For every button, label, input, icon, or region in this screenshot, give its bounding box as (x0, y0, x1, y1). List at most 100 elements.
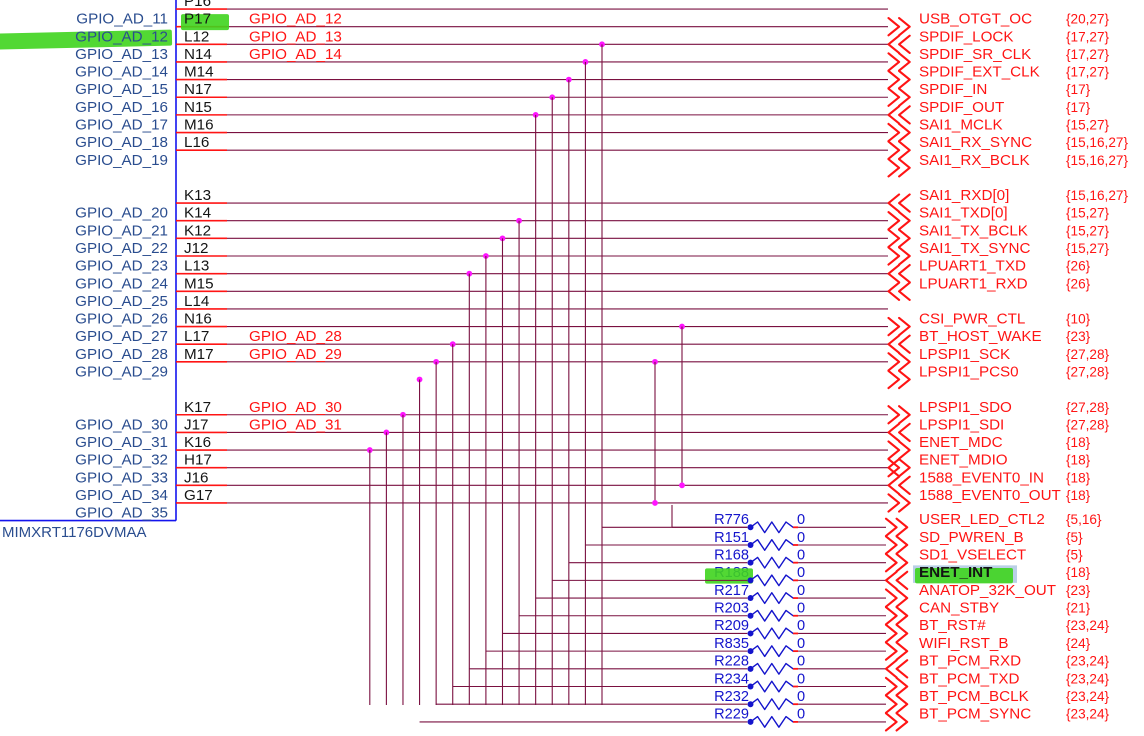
svg-text:USER_LED_CTL2: USER_LED_CTL2 (919, 511, 1045, 528)
svg-text:G17: G17 (184, 487, 213, 504)
svg-text:{15,16,27}: {15,16,27} (1066, 135, 1128, 150)
svg-text:GPIO_AD_28: GPIO_AD_28 (75, 346, 168, 363)
svg-text:R232: R232 (714, 689, 749, 705)
svg-text:J16: J16 (184, 469, 209, 486)
svg-text:M16: M16 (184, 117, 214, 134)
svg-text:R209: R209 (714, 618, 749, 634)
svg-text:GPIO_AD_25: GPIO_AD_25 (75, 293, 168, 310)
svg-text:0: 0 (797, 512, 805, 528)
svg-text:SAI1_RX_BCLK: SAI1_RX_BCLK (919, 152, 1030, 169)
svg-text:0: 0 (797, 707, 805, 723)
svg-text:R229: R229 (714, 707, 749, 723)
svg-text:BT_HOST_WAKE: BT_HOST_WAKE (919, 328, 1042, 345)
svg-text:{5}: {5} (1066, 530, 1083, 545)
svg-text:0: 0 (797, 671, 805, 687)
svg-text:{5,16}: {5,16} (1066, 512, 1102, 527)
svg-text:BT_RST#: BT_RST# (919, 617, 986, 634)
svg-text:{20,27}: {20,27} (1066, 12, 1110, 27)
svg-text:GPIO_AD_31: GPIO_AD_31 (75, 434, 168, 451)
svg-text:{15,27}: {15,27} (1066, 241, 1110, 256)
svg-text:GPIO_AD_34: GPIO_AD_34 (75, 487, 168, 504)
svg-text:{18}: {18} (1066, 453, 1091, 468)
svg-text:GPIO_AD_18: GPIO_AD_18 (75, 134, 168, 151)
svg-text:CAN_STBY: CAN_STBY (919, 600, 999, 617)
svg-text:0: 0 (797, 547, 805, 563)
svg-text:0: 0 (797, 636, 805, 652)
svg-text:BT_PCM_RXD: BT_PCM_RXD (919, 653, 1021, 670)
svg-text:N15: N15 (184, 99, 212, 116)
svg-text:GPIO_AD_31: GPIO_AD_31 (249, 416, 342, 433)
svg-text:{23,24}: {23,24} (1066, 689, 1110, 704)
svg-text:SPDIF_IN: SPDIF_IN (919, 81, 987, 98)
svg-text:GPIO_AD_15: GPIO_AD_15 (75, 81, 168, 98)
svg-text:K16: K16 (184, 434, 211, 451)
svg-text:LPSPI1_SCK: LPSPI1_SCK (919, 346, 1010, 363)
svg-text:K13: K13 (184, 187, 211, 204)
svg-text:USB_OTGT_OC: USB_OTGT_OC (919, 11, 1032, 28)
svg-text:M15: M15 (184, 275, 214, 292)
svg-text:GPIO_AD_23: GPIO_AD_23 (75, 258, 168, 275)
svg-text:M14: M14 (184, 64, 214, 81)
svg-text:SPDIF_SR_CLK: SPDIF_SR_CLK (919, 46, 1031, 63)
svg-text:BT_PCM_BCLK: BT_PCM_BCLK (919, 688, 1029, 705)
svg-text:R835: R835 (714, 636, 749, 652)
svg-text:ENET_MDIO: ENET_MDIO (919, 452, 1008, 469)
svg-text:{18}: {18} (1066, 470, 1091, 485)
svg-text:{17,27}: {17,27} (1066, 65, 1110, 80)
svg-text:J17: J17 (184, 416, 209, 433)
svg-text:N16: N16 (184, 311, 212, 328)
svg-text:{15,16,27}: {15,16,27} (1066, 153, 1128, 168)
svg-text:R228: R228 (714, 654, 749, 670)
svg-text:GPIO_AD_20: GPIO_AD_20 (75, 205, 168, 222)
svg-text:{26}: {26} (1066, 276, 1091, 291)
svg-text:GPIO_AD_30: GPIO_AD_30 (75, 416, 168, 433)
svg-text:{23}: {23} (1066, 583, 1091, 598)
svg-text:LPUART1_TXD: LPUART1_TXD (919, 258, 1026, 275)
svg-text:1588_EVENT0_IN: 1588_EVENT0_IN (919, 469, 1044, 486)
svg-text:L13: L13 (184, 258, 209, 275)
svg-text:J12: J12 (184, 240, 209, 257)
svg-text:LPSPI1_SDO: LPSPI1_SDO (919, 399, 1012, 416)
svg-text:GPIO_AD_33: GPIO_AD_33 (75, 469, 168, 486)
svg-text:L16: L16 (184, 134, 209, 151)
svg-text:SAI1_TX_SYNC: SAI1_TX_SYNC (919, 240, 1030, 257)
svg-text:{23,24}: {23,24} (1066, 654, 1110, 669)
svg-text:H17: H17 (184, 452, 212, 469)
svg-text:SAI1_RXD[0]: SAI1_RXD[0] (919, 187, 1009, 204)
svg-text:0: 0 (797, 654, 805, 670)
svg-text:R217: R217 (714, 583, 749, 599)
svg-text:GPIO_AD_29: GPIO_AD_29 (75, 363, 168, 380)
svg-text:R151: R151 (714, 530, 749, 546)
svg-text:{23,24}: {23,24} (1066, 707, 1110, 722)
svg-text:GPIO_AD_29: GPIO_AD_29 (249, 346, 342, 363)
svg-text:0: 0 (797, 583, 805, 599)
svg-text:L12: L12 (184, 28, 209, 45)
svg-text:0: 0 (797, 689, 805, 705)
svg-text:MIMXRT1176DVMAA: MIMXRT1176DVMAA (2, 524, 147, 541)
svg-text:K17: K17 (184, 399, 211, 416)
svg-text:{24}: {24} (1066, 636, 1091, 651)
svg-text:N14: N14 (184, 46, 212, 63)
svg-text:GPIO_AD_26: GPIO_AD_26 (75, 311, 168, 328)
svg-text:L17: L17 (184, 328, 209, 345)
svg-text:{27,28}: {27,28} (1066, 347, 1110, 362)
svg-text:0: 0 (797, 530, 805, 546)
svg-text:{27,28}: {27,28} (1066, 400, 1110, 415)
svg-text:{23,24}: {23,24} (1066, 618, 1110, 633)
svg-text:P16: P16 (184, 0, 211, 10)
svg-text:SPDIF_EXT_CLK: SPDIF_EXT_CLK (919, 64, 1040, 81)
svg-text:LPUART1_RXD: LPUART1_RXD (919, 275, 1028, 292)
svg-text:P17: P17 (184, 11, 211, 28)
svg-text:GPIO_AD_24: GPIO_AD_24 (75, 275, 168, 292)
svg-text:{15,27}: {15,27} (1066, 223, 1110, 238)
svg-text:GPIO_AD_19: GPIO_AD_19 (75, 152, 168, 169)
svg-text:0: 0 (797, 565, 805, 581)
svg-text:{15,16,27}: {15,16,27} (1066, 188, 1128, 203)
svg-text:{18}: {18} (1066, 565, 1091, 580)
svg-text:{17,27}: {17,27} (1066, 29, 1110, 44)
svg-text:SAI1_RX_SYNC: SAI1_RX_SYNC (919, 134, 1032, 151)
svg-text:GPIO_AD_12: GPIO_AD_12 (75, 28, 168, 45)
svg-text:GPIO_AD_14: GPIO_AD_14 (249, 46, 342, 63)
svg-text:GPIO_AD_22: GPIO_AD_22 (75, 240, 168, 257)
svg-text:{21}: {21} (1066, 601, 1091, 616)
